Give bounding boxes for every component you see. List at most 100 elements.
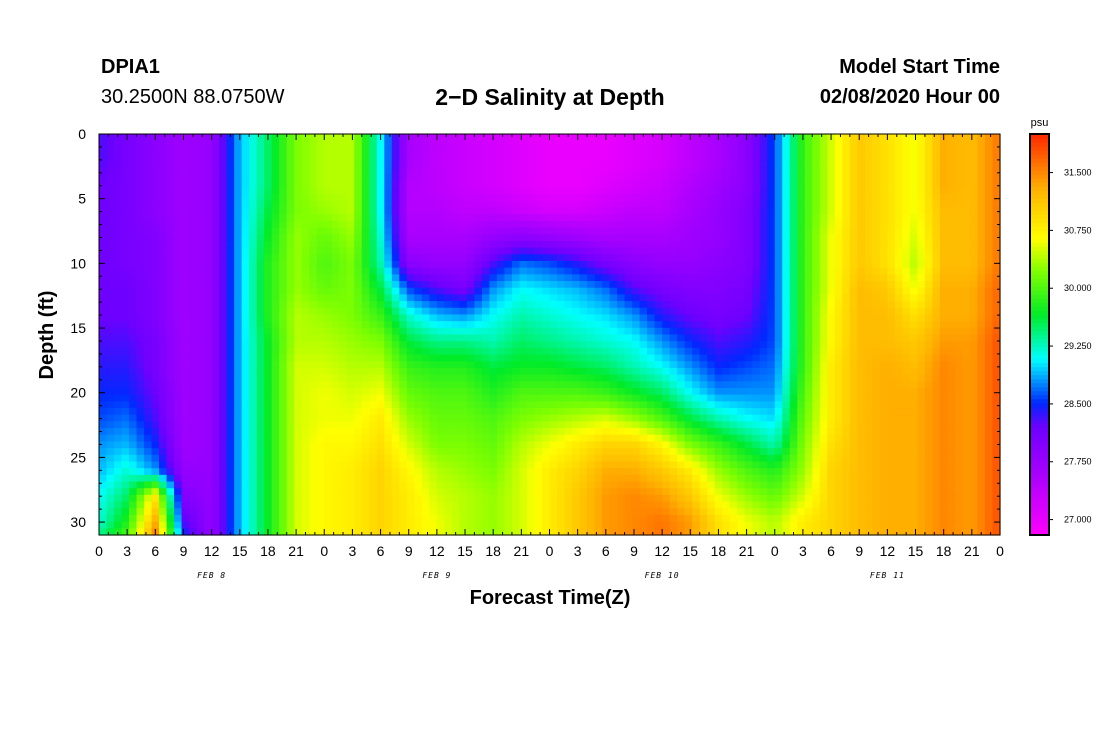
heatmap-cell <box>114 428 123 436</box>
heatmap-cell <box>617 160 626 169</box>
heatmap-cell <box>226 147 235 155</box>
heatmap-cell <box>204 234 213 242</box>
heatmap-cell <box>144 180 153 189</box>
heatmap-cell <box>609 287 618 295</box>
heatmap-cell <box>421 521 430 529</box>
heatmap-cell <box>166 287 175 295</box>
heatmap-cell <box>346 421 355 429</box>
heatmap-cell <box>331 461 340 469</box>
heatmap-cell <box>714 334 723 342</box>
heatmap-cell <box>489 341 498 349</box>
heatmap-cell <box>271 461 280 469</box>
heatmap-cell <box>602 247 611 255</box>
heatmap-cell <box>384 254 393 262</box>
heatmap-cell <box>256 227 265 235</box>
heatmap-cell <box>466 134 476 142</box>
heatmap-cell <box>114 494 123 503</box>
heatmap-cell <box>557 334 566 342</box>
heatmap-cell <box>121 408 130 416</box>
heatmap-cell <box>271 187 280 195</box>
heatmap-cell <box>557 428 566 436</box>
heatmap-cell <box>662 220 671 229</box>
heatmap-cell <box>309 501 318 509</box>
heatmap-cell <box>106 140 115 148</box>
heatmap-cell <box>639 374 648 382</box>
heatmap-cell <box>587 227 596 235</box>
heatmap-cell <box>286 354 295 362</box>
heatmap-cell <box>361 401 370 409</box>
heatmap-cell <box>669 134 678 142</box>
heatmap-cell <box>699 514 708 523</box>
heatmap-cell <box>624 167 633 175</box>
heatmap-cell <box>444 281 453 289</box>
heatmap-cell <box>496 167 506 175</box>
heatmap-cell <box>669 514 678 523</box>
heatmap-cell <box>481 260 491 269</box>
heatmap-cell <box>106 214 115 222</box>
heatmap-cell <box>421 287 430 295</box>
heatmap-cell <box>114 387 123 396</box>
heatmap-cell <box>602 187 611 195</box>
heatmap-cell <box>504 254 513 262</box>
heatmap-cell <box>511 468 521 476</box>
heatmap-cell <box>451 321 460 329</box>
heatmap-cell <box>399 214 408 222</box>
heatmap-cell <box>639 287 648 295</box>
heatmap-cell <box>504 167 513 175</box>
heatmap-cell <box>459 247 468 255</box>
heatmap-cell <box>324 220 333 229</box>
heatmap-cell <box>549 474 558 483</box>
heatmap-cell <box>129 521 138 529</box>
heatmap-cell <box>204 334 213 342</box>
heatmap-cell <box>481 321 491 329</box>
heatmap-cell <box>384 174 393 182</box>
heatmap-cell <box>136 381 145 389</box>
heatmap-cell <box>391 321 400 329</box>
heatmap-cell <box>647 421 656 429</box>
heatmap-cell <box>121 514 130 523</box>
heatmap-cell <box>151 227 160 235</box>
heatmap-cell <box>632 214 641 222</box>
heatmap-cell <box>684 180 693 189</box>
heatmap-cell <box>541 254 551 262</box>
heatmap-cell <box>264 374 273 382</box>
heatmap-cell <box>534 200 543 209</box>
heatmap-cell <box>196 428 205 436</box>
heatmap-cell <box>264 294 273 302</box>
heatmap-cell <box>271 494 280 503</box>
heatmap-cell <box>662 367 671 376</box>
heatmap-cell <box>211 220 220 229</box>
heatmap-cell <box>624 187 633 195</box>
heatmap-cell <box>316 414 325 422</box>
heatmap-cell <box>174 160 183 169</box>
heatmap-cell <box>346 454 355 463</box>
heatmap-cell <box>181 341 190 349</box>
heatmap-cell <box>271 160 280 169</box>
heatmap-cell <box>654 207 663 215</box>
heatmap-cell <box>519 180 528 189</box>
heatmap-cell <box>226 501 235 509</box>
heatmap-cell <box>557 134 566 142</box>
heatmap-cell <box>346 341 355 349</box>
heatmap-cell <box>226 207 235 215</box>
heatmap-cell <box>256 294 265 302</box>
heatmap-cell <box>354 434 363 443</box>
heatmap-cell <box>459 501 468 509</box>
heatmap-cell <box>549 187 558 195</box>
heatmap-cell <box>526 347 536 356</box>
heatmap-cell <box>279 374 288 382</box>
heatmap-cell <box>564 448 573 456</box>
heatmap-cell <box>129 408 138 416</box>
heatmap-cell <box>331 227 340 235</box>
heatmap-cell <box>121 461 130 469</box>
heatmap-cell <box>286 528 295 536</box>
heatmap-cell <box>414 408 423 416</box>
heatmap-cell <box>692 474 701 483</box>
heatmap-cell <box>692 461 701 469</box>
heatmap-cell <box>587 147 596 155</box>
heatmap-cell <box>459 314 468 322</box>
heatmap-cell <box>421 408 430 416</box>
heatmap-cell <box>684 294 693 302</box>
heatmap-cell <box>166 247 175 255</box>
heatmap-cell <box>211 374 220 382</box>
